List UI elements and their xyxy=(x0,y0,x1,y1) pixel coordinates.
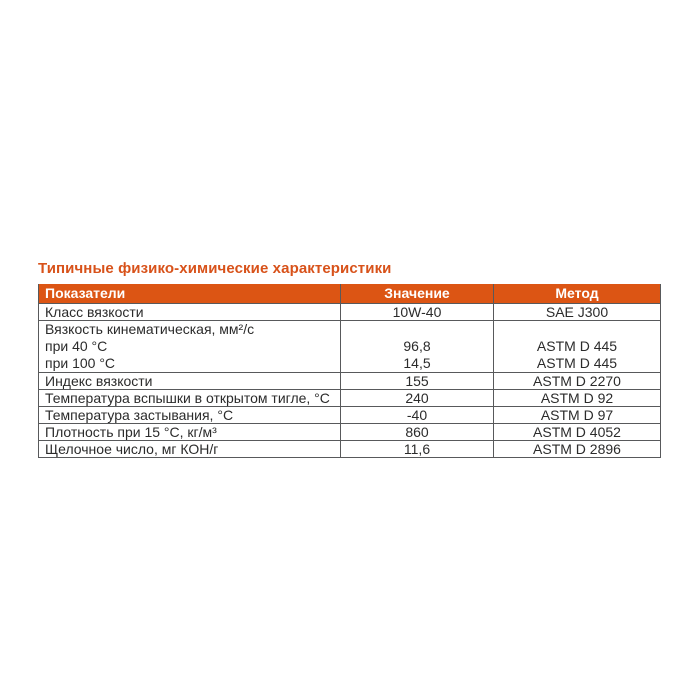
table-row-kinematic-viscosity: Вязкость кинематическая, мм²/с при 40 °С… xyxy=(38,320,661,373)
cell-method: ASTM D 4052 xyxy=(493,423,661,441)
cell-indicator: Температура застывания, °С xyxy=(38,406,341,424)
sub-value-40c: 96,8 xyxy=(403,338,431,354)
cell-value: 240 xyxy=(340,389,494,407)
table-row-flash-point: Температура вспышки в открытом тигле, °С… xyxy=(38,389,661,407)
sub-method-100c: ASTM D 445 xyxy=(536,355,618,371)
cell-method: ASTM D 97 xyxy=(493,406,661,424)
cell-value: -40 xyxy=(340,406,494,424)
cell-value: 11,6 xyxy=(340,440,494,458)
cell-indicator: Щелочное число, мг КОН/г xyxy=(38,440,341,458)
column-header-value: Значение xyxy=(340,284,494,304)
sub-indicator-40c: при 40 °С xyxy=(45,338,108,354)
empty-line xyxy=(342,322,493,339)
table-row-density: Плотность при 15 °С, кг/м³ 860 ASTM D 40… xyxy=(38,423,661,441)
cell-value-group: 96,8 14,5 xyxy=(340,320,494,373)
table-row-pour-point: Температура застывания, °С -40 ASTM D 97 xyxy=(38,406,661,424)
cell-method: ASTM D 92 xyxy=(493,389,661,407)
cell-method: SAE J300 xyxy=(493,303,661,321)
cell-indicator-group: Вязкость кинематическая, мм²/с при 40 °С… xyxy=(38,320,341,373)
cell-value: 860 xyxy=(340,423,494,441)
cell-method: ASTM D 2270 xyxy=(493,372,661,390)
empty-line xyxy=(495,322,660,339)
group-label: Вязкость кинематическая, мм²/с xyxy=(45,321,255,338)
cell-value: 155 xyxy=(340,372,494,390)
table-row-viscosity-index: Индекс вязкости 155 ASTM D 2270 xyxy=(38,372,661,390)
cell-method-group: ASTM D 445 ASTM D 445 xyxy=(493,320,661,373)
table-row-viscosity-class: Класс вязкости 10W-40 SAE J300 xyxy=(38,303,661,321)
cell-indicator: Плотность при 15 °С, кг/м³ xyxy=(38,423,341,441)
section-title: Типичные физико-химические характеристик… xyxy=(38,260,392,277)
cell-indicator: Индекс вязкости xyxy=(38,372,341,390)
cell-indicator: Класс вязкости xyxy=(38,303,341,321)
sub-indicator-100c: при 100 °С xyxy=(45,355,116,371)
column-header-method: Метод xyxy=(493,284,661,304)
table-header-row: Показатели Значение Метод xyxy=(38,284,661,304)
characteristics-table: Показатели Значение Метод Класс вязкости… xyxy=(38,284,661,458)
cell-indicator: Температура вспышки в открытом тигле, °С xyxy=(38,389,341,407)
sub-method-40c: ASTM D 445 xyxy=(536,338,618,354)
cell-method: ASTM D 2896 xyxy=(493,440,661,458)
column-header-indicators: Показатели xyxy=(38,284,341,304)
table-row-base-number: Щелочное число, мг КОН/г 11,6 ASTM D 289… xyxy=(38,440,661,458)
sub-value-100c: 14,5 xyxy=(403,355,431,371)
cell-value: 10W-40 xyxy=(340,303,494,321)
